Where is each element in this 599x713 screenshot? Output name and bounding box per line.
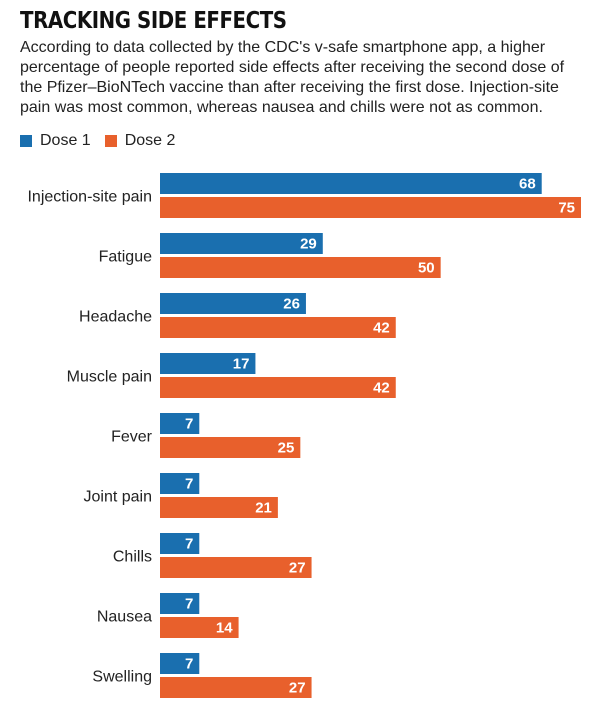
- value-label: 7: [185, 536, 193, 553]
- bar-group-injection-site-pain: Injection-site pain 68 75: [27, 173, 581, 218]
- legend-label-dose-1: Dose 1: [40, 132, 91, 149]
- bar-dose-2-fever: [160, 437, 301, 458]
- category-label: Headache: [79, 309, 152, 326]
- bar-dose-2-nausea: [160, 617, 239, 638]
- category-label: Fatigue: [99, 249, 152, 266]
- bar-group-headache: Headache 26 42: [79, 293, 396, 338]
- bar-group-muscle-pain: Muscle pain 17 42: [67, 353, 396, 398]
- value-label: 7: [185, 656, 193, 673]
- bar-dose-2-chills: [160, 557, 312, 578]
- category-label: Joint pain: [84, 489, 153, 506]
- value-label: 42: [373, 380, 390, 397]
- bar-dose-2-muscle-pain: [160, 377, 396, 398]
- legend: Dose 1 Dose 2: [20, 131, 189, 151]
- category-label: Fever: [111, 429, 153, 446]
- legend-label-dose-2: Dose 2: [124, 132, 176, 149]
- bar-group-fatigue: Fatigue 29 50: [99, 233, 441, 278]
- bar-dose-1-fever: [160, 413, 200, 434]
- value-label: 7: [185, 596, 193, 613]
- bar-group-swelling: Swelling 7 27: [92, 653, 312, 698]
- value-label: 7: [185, 476, 193, 493]
- category-label: Nausea: [97, 609, 152, 626]
- bar-dose-1-nausea: [160, 593, 200, 614]
- value-label: 27: [289, 680, 306, 697]
- bar-dose-2-joint-pain: [160, 497, 278, 518]
- bar-dose-1-fatigue: [160, 233, 323, 254]
- bar-dose-2-swelling: [160, 677, 312, 698]
- value-label: 7: [185, 416, 193, 433]
- bar-group-chills: Chills 7 27: [113, 533, 312, 578]
- bar-dose-1-muscle-pain: [160, 353, 256, 374]
- bar-dose-2-fatigue: [160, 257, 441, 278]
- value-label: 27: [289, 560, 306, 577]
- bar-dose-1-headache: [160, 293, 306, 314]
- category-label: Swelling: [92, 669, 152, 686]
- value-label: 14: [216, 620, 233, 637]
- bar-dose-1-swelling: [160, 653, 200, 674]
- category-label: Injection-site pain: [27, 189, 152, 206]
- legend-item-dose-1: Dose 1: [20, 132, 91, 150]
- bar-dose-1-joint-pain: [160, 473, 200, 494]
- category-label: Chills: [113, 549, 152, 566]
- bar-dose-2-injection-site-pain: [160, 197, 581, 218]
- value-label: 25: [278, 440, 295, 457]
- legend-swatch-dose-2: [104, 135, 117, 147]
- value-label: 21: [255, 500, 272, 517]
- value-label: 42: [373, 320, 390, 337]
- legend-swatch-dose-1: [20, 135, 32, 147]
- bar-group-joint-pain: Joint pain 7 21: [84, 473, 278, 518]
- value-label: 68: [519, 176, 536, 193]
- value-label: 29: [300, 236, 317, 253]
- category-label: Muscle pain: [67, 369, 152, 386]
- value-label: 75: [558, 200, 575, 217]
- chart-subtitle: According to data collected by the CDC's…: [20, 39, 565, 116]
- chart-title: TRACKING SIDE EFFECTS: [20, 8, 287, 34]
- value-label: 50: [418, 260, 435, 277]
- bar-group-fever: Fever 7 25: [111, 413, 301, 458]
- bar-group-nausea: Nausea 7 14: [97, 593, 239, 638]
- legend-item-dose-2: Dose 2: [104, 132, 176, 150]
- bar-dose-1-injection-site-pain: [160, 173, 542, 194]
- value-label: 26: [283, 296, 300, 313]
- bar-dose-2-headache: [160, 317, 396, 338]
- bar-dose-1-chills: [160, 533, 200, 554]
- value-label: 17: [233, 356, 250, 373]
